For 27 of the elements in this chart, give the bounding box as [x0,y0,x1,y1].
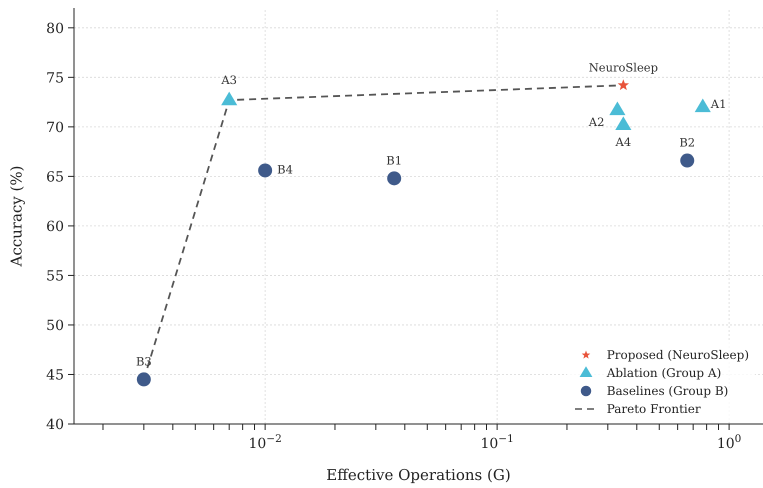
y-tick-label: 65 [46,169,64,186]
legend-label: Pareto Frontier [606,402,701,416]
y-tick-label: 45 [46,367,64,384]
annotation: B3 [136,354,152,368]
y-tick-label: 80 [46,20,64,37]
y-tick-label: 60 [46,218,64,235]
annotation: B4 [277,162,293,176]
annotation: A1 [710,97,726,112]
legend-label: Baselines (Group B) [606,384,728,398]
legend-label: Ablation (Group A) [606,366,722,380]
x-axis-title: Effective Operations (G) [326,466,511,484]
y-axis-title: Accuracy (%) [7,165,26,268]
y-tick-label: 75 [46,70,64,86]
y-tick-label: 40 [46,417,64,433]
annotation: NeuroSleep [588,60,658,74]
x-tick-label: 10$^{−2}$ [248,433,282,452]
legend-label: Proposed (NeuroSleep) [606,348,749,362]
annotation: A3 [220,73,238,88]
annotation: A4 [614,134,632,149]
annotation: B1 [386,153,402,168]
annotation: A2 [588,115,604,130]
y-tick-label: 50 [46,318,64,334]
x-tick-label: 10$^{−1}$ [480,433,514,452]
y-tick-label: 70 [46,120,64,136]
x-tick-label: 10$^{0}$ [716,433,742,452]
y-tick-label: 55 [46,268,64,284]
annotation: B2 [679,136,696,150]
